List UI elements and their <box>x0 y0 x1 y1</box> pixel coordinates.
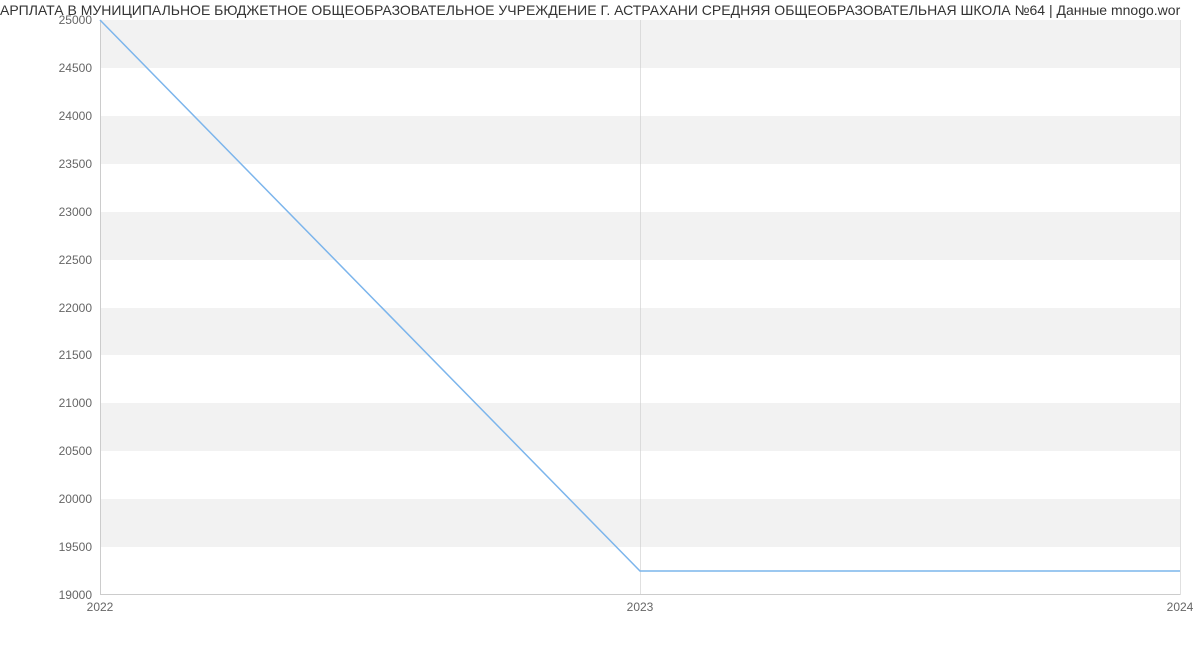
y-tick-label: 21000 <box>12 396 92 410</box>
x-tick-label: 2024 <box>1167 600 1194 614</box>
y-tick-label: 23500 <box>12 157 92 171</box>
y-tick-label: 20000 <box>12 492 92 506</box>
y-tick-label: 19000 <box>12 588 92 602</box>
y-tick-label: 22500 <box>12 253 92 267</box>
y-tick-label: 24500 <box>12 61 92 75</box>
y-tick-label: 19500 <box>12 540 92 554</box>
y-tick-label: 21500 <box>12 348 92 362</box>
y-tick-label: 25000 <box>12 13 92 27</box>
y-tick-label: 24000 <box>12 109 92 123</box>
y-tick-label: 22000 <box>12 301 92 315</box>
salary-chart: АРПЛАТА В МУНИЦИПАЛЬНОЕ БЮДЖЕТНОЕ ОБЩЕОБ… <box>0 0 1200 650</box>
plot-area <box>100 20 1180 595</box>
y-tick-label: 20500 <box>12 444 92 458</box>
chart-title: АРПЛАТА В МУНИЦИПАЛЬНОЕ БЮДЖЕТНОЕ ОБЩЕОБ… <box>0 2 1200 18</box>
x-tick-label: 2022 <box>87 600 114 614</box>
x-grid-line <box>1180 20 1181 595</box>
x-tick-label: 2023 <box>627 600 654 614</box>
y-tick-label: 23000 <box>12 205 92 219</box>
line-series <box>100 20 1180 595</box>
